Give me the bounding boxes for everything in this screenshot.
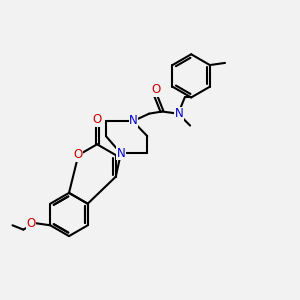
Text: N: N	[129, 114, 138, 127]
Text: O: O	[26, 217, 36, 230]
Text: N: N	[175, 107, 183, 120]
Text: O: O	[74, 148, 83, 161]
Text: O: O	[92, 113, 102, 126]
Text: N: N	[116, 147, 125, 160]
Text: O: O	[151, 83, 160, 96]
